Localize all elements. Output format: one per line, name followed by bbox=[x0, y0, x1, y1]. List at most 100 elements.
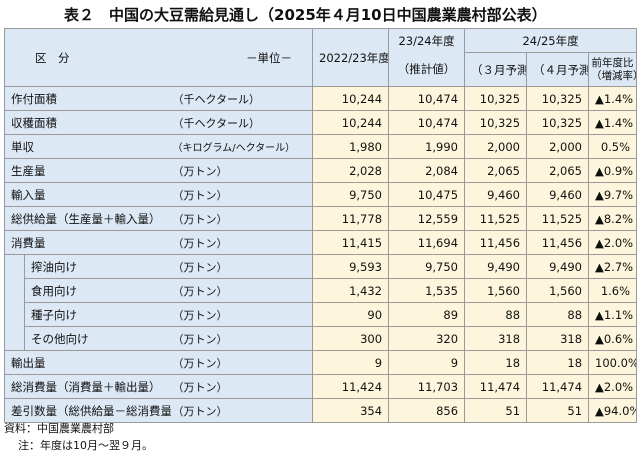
header-march-forecast: （３月予測） bbox=[464, 52, 528, 87]
cell-april: 18 bbox=[526, 350, 590, 375]
header-april-forecast: （４月予測） bbox=[526, 52, 590, 87]
row-unit: （万トン） bbox=[170, 398, 314, 423]
cell-march: 9,490 bbox=[464, 254, 528, 279]
soybean-supply-demand-table: 区 分 －単位－ 2022/23年度 23/24年度 24/25年度 （推計値）… bbox=[3, 28, 638, 423]
row-label: 輸入量 bbox=[4, 182, 171, 207]
cell-yoy: ▲0.9% bbox=[588, 158, 638, 183]
cell-2022-23: 90 bbox=[312, 302, 390, 327]
table-row: 作付面積 （千ヘクタール） 10,244 10,474 10,325 10,32… bbox=[4, 86, 638, 111]
table-row: 総消費量（消費量＋輸出量） （万トン） 11,424 11,703 11,474… bbox=[4, 374, 638, 399]
cell-yoy: ▲2.0% bbox=[588, 374, 638, 399]
cell-april: 51 bbox=[526, 398, 590, 423]
cell-march: 88 bbox=[464, 302, 528, 327]
cell-2023-24: 10,474 bbox=[388, 110, 466, 135]
table-row: 輸入量 （万トン） 9,750 10,475 9,460 9,460 ▲9.7% bbox=[4, 182, 638, 207]
cell-yoy: ▲94.0% bbox=[588, 398, 638, 423]
row-label: 生産量 bbox=[4, 158, 171, 183]
cell-2022-23: 1,432 bbox=[312, 278, 390, 303]
cell-2022-23: 2,028 bbox=[312, 158, 390, 183]
row-label: 収穫面積 bbox=[4, 110, 171, 135]
row-unit: （千ヘクタール） bbox=[170, 86, 314, 111]
table-row: 輸出量 （万トン） 9 9 18 18 100.0% bbox=[4, 350, 638, 375]
cell-april: 10,325 bbox=[526, 86, 590, 111]
row-label: 搾油向け bbox=[24, 254, 171, 279]
row-label: その他向け bbox=[24, 326, 171, 351]
cell-2022-23: 11,415 bbox=[312, 230, 390, 255]
row-label: 差引数量（総供給量－総消費量） bbox=[4, 398, 171, 423]
row-label: 消費量 bbox=[4, 230, 171, 255]
row-label: 種子向け bbox=[24, 302, 171, 327]
row-unit: （千ヘクタール） bbox=[170, 110, 314, 135]
cell-2023-24: 9 bbox=[388, 350, 466, 375]
cell-2022-23: 9,593 bbox=[312, 254, 390, 279]
cell-march: 9,460 bbox=[464, 182, 528, 207]
cell-march: 2,065 bbox=[464, 158, 528, 183]
cell-2023-24: 10,475 bbox=[388, 182, 466, 207]
source-note: 資料：中国農業農村部 bbox=[4, 422, 114, 435]
cell-2022-23: 300 bbox=[312, 326, 390, 351]
cell-2023-24: 11,694 bbox=[388, 230, 466, 255]
cell-yoy: ▲1.4% bbox=[588, 86, 638, 111]
header-2022-23: 2022/23年度 bbox=[312, 28, 390, 87]
header-category-label: 区 分 bbox=[35, 50, 70, 65]
row-unit: （万トン） bbox=[170, 374, 314, 399]
header-2023-24: 23/24年度 bbox=[388, 28, 466, 53]
header-yoy-line1: 前年度比 bbox=[591, 56, 634, 69]
cell-yoy: 100.0% bbox=[588, 350, 638, 375]
row-unit: （万トン） bbox=[170, 302, 314, 327]
indent-gutter bbox=[4, 254, 25, 351]
cell-2023-24: 2,084 bbox=[388, 158, 466, 183]
cell-2023-24: 11,703 bbox=[388, 374, 466, 399]
table-row: 生産量 （万トン） 2,028 2,084 2,065 2,065 ▲0.9% bbox=[4, 158, 638, 183]
header-unit-label: －単位－ bbox=[246, 50, 293, 65]
cell-yoy: ▲0.6% bbox=[588, 326, 638, 351]
cell-2022-23: 10,244 bbox=[312, 110, 390, 135]
table-row: 単収 （キログラム/ヘクタール） 1,980 1,990 2,000 2,000… bbox=[4, 134, 638, 159]
table-row: 消費量 （万トン） 11,415 11,694 11,456 11,456 ▲2… bbox=[4, 230, 638, 255]
cell-april: 11,474 bbox=[526, 374, 590, 399]
cell-2023-24: 9,750 bbox=[388, 254, 466, 279]
row-label: 総供給量（生産量＋輸入量） bbox=[4, 206, 171, 231]
cell-2023-24: 320 bbox=[388, 326, 466, 351]
row-unit: （万トン） bbox=[170, 206, 314, 231]
cell-2022-23: 10,244 bbox=[312, 86, 390, 111]
table-row: 総供給量（生産量＋輸入量） （万トン） 11,778 12,559 11,525… bbox=[4, 206, 638, 231]
cell-march: 10,325 bbox=[464, 86, 528, 111]
table-row: 搾油向け （万トン） 9,593 9,750 9,490 9,490 ▲2.7% bbox=[4, 254, 638, 351]
table-row: 種子向け （万トン） 90 89 88 88 ▲1.1% bbox=[5, 302, 638, 327]
row-label: 食用向け bbox=[24, 278, 171, 303]
cell-march: 11,474 bbox=[464, 374, 528, 399]
cell-2023-24: 10,474 bbox=[388, 86, 466, 111]
row-label: 総消費量（消費量＋輸出量） bbox=[4, 374, 171, 399]
row-unit: （万トン） bbox=[170, 350, 314, 375]
cell-2023-24: 1,535 bbox=[388, 278, 466, 303]
table-row: 差引数量（総供給量－総消費量） （万トン） 354 856 51 51 ▲94.… bbox=[4, 398, 638, 423]
cell-march: 10,325 bbox=[464, 110, 528, 135]
cell-2023-24: 1,990 bbox=[388, 134, 466, 159]
row-unit: （キログラム/ヘクタール） bbox=[170, 134, 314, 159]
cell-yoy: ▲2.7% bbox=[588, 254, 638, 279]
cell-march: 2,000 bbox=[464, 134, 528, 159]
cell-march: 18 bbox=[464, 350, 528, 375]
header-yoy: 前年度比 （増減率） bbox=[588, 52, 638, 87]
cell-march: 1,560 bbox=[464, 278, 528, 303]
table-title: 表２ 中国の大豆需給見通し（2025年４月10日中国農業農村部公表） bbox=[64, 6, 547, 24]
cell-march: 11,456 bbox=[464, 230, 528, 255]
cell-yoy: ▲8.2% bbox=[588, 206, 638, 231]
cell-2022-23: 9,750 bbox=[312, 182, 390, 207]
cell-april: 11,525 bbox=[526, 206, 590, 231]
cell-march: 11,525 bbox=[464, 206, 528, 231]
row-unit: （万トン） bbox=[170, 326, 314, 351]
cell-2022-23: 354 bbox=[312, 398, 390, 423]
header-category: 区 分 －単位－ bbox=[3, 28, 314, 87]
table-row: 収穫面積 （千ヘクタール） 10,244 10,474 10,325 10,32… bbox=[4, 110, 638, 135]
cell-2023-24: 856 bbox=[388, 398, 466, 423]
cell-yoy: ▲1.4% bbox=[588, 110, 638, 135]
cell-april: 11,456 bbox=[526, 230, 590, 255]
row-unit: （万トン） bbox=[170, 230, 314, 255]
row-label: 単収 bbox=[4, 134, 171, 159]
header-yoy-line2: （増減率） bbox=[591, 69, 636, 82]
cell-yoy: 1.6% bbox=[588, 278, 638, 303]
cell-april: 9,460 bbox=[526, 182, 590, 207]
row-unit: （万トン） bbox=[170, 278, 314, 303]
